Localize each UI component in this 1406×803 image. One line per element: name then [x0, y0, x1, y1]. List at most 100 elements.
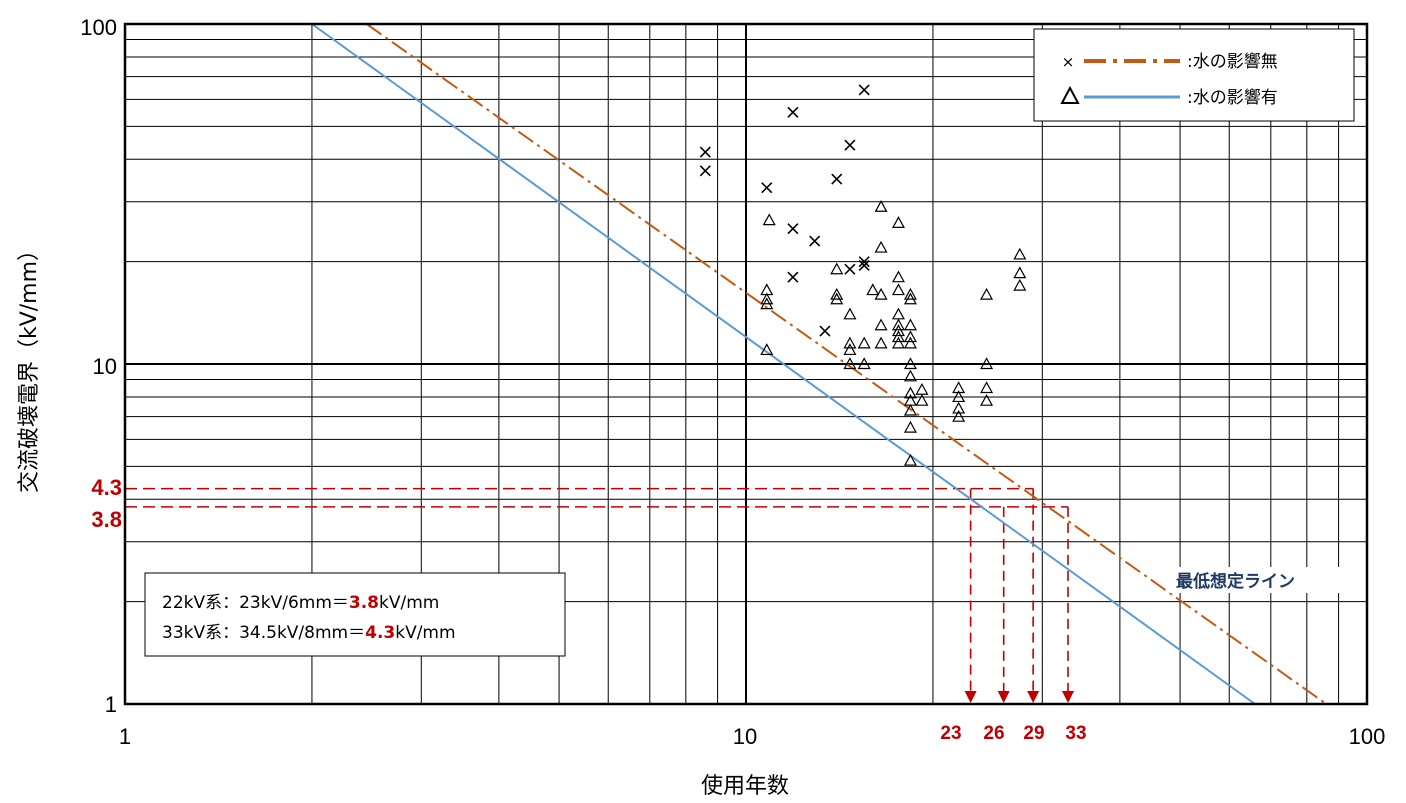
- triangle-marker: [903, 336, 917, 349]
- arrow-down-icon: [1061, 691, 1074, 703]
- plot-border: [123, 22, 1369, 706]
- x-marker: [844, 139, 856, 151]
- x-marker: [699, 146, 711, 158]
- plot-frame: [123, 22, 1369, 706]
- triangle-marker: [903, 287, 917, 300]
- x-tick-label: 100: [1349, 724, 1386, 749]
- triangle-marker: [760, 343, 774, 356]
- triangle-marker: [891, 307, 905, 320]
- legend-label-no-water: :水の影響無: [1187, 52, 1278, 72]
- year-label-29: 29: [1023, 723, 1044, 744]
- trend-line-no-water: [366, 23, 1327, 705]
- reference-label-3-8: 3.8: [91, 507, 122, 532]
- triangle-marker: [760, 297, 774, 310]
- arrow-down-icon: [1027, 691, 1040, 703]
- triangle-marker: [874, 336, 888, 349]
- note-suffix: kV/mm: [379, 593, 439, 613]
- triangle-marker: [1013, 247, 1027, 260]
- triangle-marker: [857, 336, 871, 349]
- triangle-marker: [891, 216, 905, 229]
- y-tick-label: 1: [105, 692, 117, 717]
- year-label-33: 33: [1065, 723, 1086, 744]
- triangle-marker: [915, 382, 929, 395]
- triangle-marker: [903, 357, 917, 370]
- x-tick-label: 1: [119, 724, 131, 749]
- triangle-marker: [843, 357, 857, 370]
- note-prefix: 22kV系：23kV/6mm＝: [162, 593, 349, 613]
- triangle-marker: [874, 240, 888, 253]
- triangle-marker: [857, 357, 871, 370]
- note-suffix: kV/mm: [395, 623, 455, 643]
- x-tick-label: 10: [733, 724, 757, 749]
- legend-triangle-marker-icon: [1060, 85, 1080, 104]
- note-prefix: 33kV系：34.5kV/8mm＝: [162, 623, 365, 643]
- note-box-frame: [144, 572, 566, 657]
- reference-label-4-3: 4.3: [91, 475, 122, 500]
- triangle-marker: [891, 330, 905, 343]
- triangle-marker: [843, 336, 857, 349]
- triangle-marker: [1013, 278, 1027, 291]
- arrow-down-icon: [997, 691, 1010, 703]
- year-label-23: 23: [940, 723, 961, 744]
- triangle-marker: [952, 390, 966, 403]
- x-marker: [858, 256, 870, 268]
- trend-line-water: [311, 23, 1256, 705]
- data-points: [699, 84, 1027, 466]
- series-lines: [311, 23, 1327, 705]
- x-axis-title: 使用年数: [701, 774, 789, 799]
- triangle-marker: [830, 287, 844, 300]
- triangle-marker: [891, 318, 905, 331]
- reference-lines: [125, 487, 1074, 703]
- y-tick-label: 100: [80, 15, 117, 40]
- x-marker: [819, 325, 831, 337]
- x-marker: [831, 173, 843, 185]
- x-marker: [858, 84, 870, 96]
- legend: × :水の影響無 :水の影響有: [1033, 28, 1355, 122]
- triangle-marker: [874, 318, 888, 331]
- line-label-background: [1170, 567, 1350, 593]
- triangle-marker: [843, 307, 857, 320]
- triangle-marker: [903, 420, 917, 433]
- y-tick-label: 10: [93, 354, 117, 379]
- triangle-marker: [762, 213, 776, 226]
- triangle-marker: [891, 336, 905, 349]
- x-marker: [761, 182, 773, 194]
- triangle-marker: [830, 292, 844, 305]
- triangle-marker: [980, 357, 994, 370]
- triangle-marker: [891, 270, 905, 283]
- note-box: 22kV系：23kV/6mm＝3.8kV/mm 33kV系：34.5kV/8mm…: [144, 572, 566, 657]
- triangle-marker: [903, 453, 917, 466]
- triangle-marker: [952, 401, 966, 414]
- triangle-marker: [903, 318, 917, 331]
- note-line-22kv: 22kV系：23kV/6mm＝3.8kV/mm: [162, 593, 439, 613]
- triangle-marker: [980, 287, 994, 300]
- triangle-marker: [843, 343, 857, 356]
- triangle-marker: [903, 330, 917, 343]
- triangle-marker: [891, 283, 905, 296]
- triangle-marker: [903, 403, 917, 416]
- triangle-marker: [980, 381, 994, 394]
- triangle-marker: [830, 262, 844, 275]
- y-axis-title: 交流破壊電界（kV/mm）: [17, 239, 42, 493]
- x-marker: [787, 223, 799, 235]
- arrow-down-icon: [964, 691, 977, 703]
- x-marker: [809, 235, 821, 247]
- triangle-marker: [915, 393, 929, 406]
- triangle-marker: [866, 283, 880, 296]
- legend-x-marker-icon: ×: [1062, 53, 1075, 71]
- x-marker: [844, 263, 856, 275]
- triangle-marker: [874, 200, 888, 212]
- note-line-33kv: 33kV系：34.5kV/8mm＝4.3kV/mm: [162, 623, 456, 643]
- legend-label-water: :水の影響有: [1187, 88, 1278, 108]
- triangle-marker: [952, 409, 966, 422]
- x-marker: [787, 106, 799, 118]
- triangle-marker: [891, 324, 905, 337]
- triangle-marker: [874, 287, 888, 300]
- triangle-marker: [903, 369, 917, 382]
- x-marker: [787, 271, 799, 283]
- minimum-line-label: 最低想定ライン: [1176, 571, 1295, 592]
- triangle-marker: [980, 393, 994, 406]
- triangle-marker: [903, 292, 917, 305]
- triangle-marker: [1013, 266, 1027, 279]
